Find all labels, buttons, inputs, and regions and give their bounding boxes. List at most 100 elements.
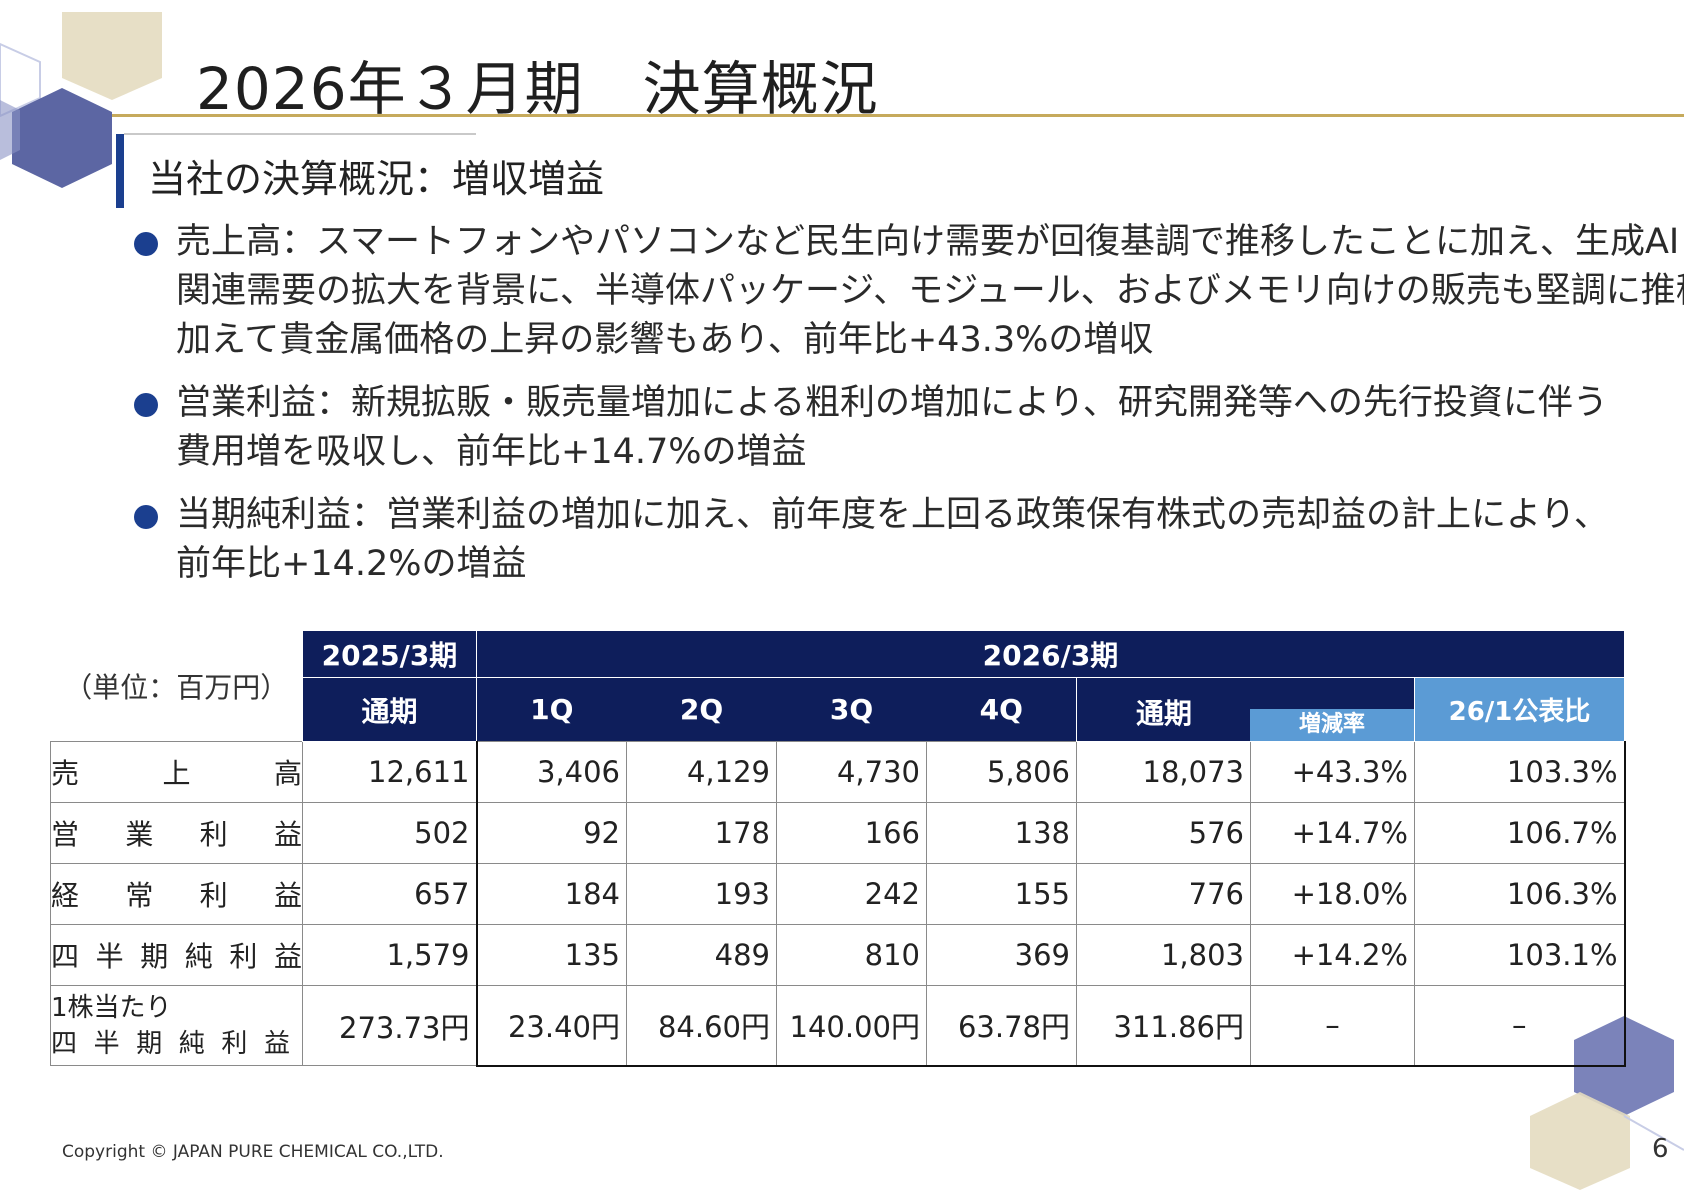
cell-q4: 155	[926, 863, 1077, 925]
cell-forecast: –	[1414, 985, 1626, 1067]
subtitle-accent-bar	[116, 134, 124, 208]
cell-q2: 193	[626, 863, 777, 925]
cell-full: 576	[1076, 802, 1251, 864]
header-q3: 3Q	[776, 677, 927, 742]
label-char: 益	[273, 879, 302, 912]
label-char: 上	[162, 757, 191, 790]
label-char: 期	[136, 1028, 163, 1059]
cell-rate: +14.7%	[1250, 802, 1415, 864]
label-char: 半	[95, 940, 124, 973]
row-label: 1株当たり 四 半 期 純 利 益	[50, 985, 303, 1066]
cell-q4: 63.78円	[926, 985, 1077, 1067]
label-char: 利	[199, 818, 228, 851]
header-q2: 2Q	[626, 677, 777, 742]
copyright-footer: Copyright © JAPAN PURE CHEMICAL CO.,LTD.	[62, 1142, 444, 1162]
cell-q2: 84.60円	[626, 985, 777, 1067]
bullet-line: 関連需要の拡大を背景に、半導体パッケージ、モジュール、およびメモリ向けの販売も堅…	[176, 271, 1684, 311]
header-curr-full-year: 通期 増減率	[1076, 677, 1415, 742]
cell-rate: +43.3%	[1250, 741, 1415, 803]
label-char: 高	[273, 757, 302, 790]
header-vs-forecast: 26/1公表比	[1414, 677, 1625, 742]
bullet-net-income: 当期純利益：営業利益の増加に加え、前年度を上回る政策保有株式の売却益の計上により…	[132, 491, 1652, 589]
label-char: 経	[51, 879, 80, 912]
header-curr-full-year-label: 通期	[1135, 697, 1192, 730]
table-row: 1株当たり 四 半 期 純 利 益 273.73円 23.40円 84.60円 …	[50, 985, 1626, 1067]
header-q1: 1Q	[476, 677, 627, 742]
label-char: 営	[51, 818, 80, 851]
label-char: 業	[125, 818, 154, 851]
cell-rate: –	[1250, 985, 1415, 1067]
unit-label: （単位：百万円）	[64, 670, 289, 704]
label-char: 半	[93, 1028, 120, 1059]
cell-q4: 369	[926, 924, 1077, 986]
cell-q4: 5,806	[926, 741, 1077, 803]
row-label: 経 常 利 益	[50, 863, 303, 925]
label-char: 四	[51, 1028, 78, 1059]
cell-rate: +18.0%	[1250, 863, 1415, 925]
cell-q1: 3,406	[475, 741, 627, 803]
label-char: 売	[51, 757, 80, 790]
cell-q2: 178	[626, 802, 777, 864]
summary-bullets: 売上高：スマートフォンやパソコンなど民生向け需要が回復基調で推移したことに加え、…	[132, 218, 1684, 603]
financial-summary-table: （単位：百万円） 2025/3期 2026/3期 通期 1Q 2Q 3Q 4Q …	[50, 630, 1626, 1067]
bullet-line: 営業利益：新規拡販・販売量増加による粗利の増加により、研究開発等への先行投資に伴…	[176, 383, 1608, 423]
page-title: 2026年３月期 決算概況	[196, 55, 879, 123]
cell-q1: 184	[475, 863, 627, 925]
table-row: 売 上 高 12,611 3,406 4,129 4,730 5,806 18,…	[50, 741, 1626, 803]
label-char: 四	[51, 940, 80, 973]
cell-q1: 135	[475, 924, 627, 986]
cell-full: 18,073	[1076, 741, 1251, 803]
row-label: 四 半 期 純 利 益	[50, 924, 303, 986]
label-char: 利	[221, 1028, 248, 1059]
cell-forecast: 106.7%	[1414, 802, 1626, 864]
label-char: 期	[140, 940, 169, 973]
bullet-dot-icon	[134, 393, 158, 417]
bullet-line: 加えて貴金属価格の上昇の影響もあり、前年比+43.3%の増収	[176, 320, 1154, 360]
cell-prev: 1,579	[302, 924, 477, 986]
subtitle-top-rule	[124, 133, 476, 135]
table-row: 四 半 期 純 利 益 1,579 135 489 810 369 1,803 …	[50, 924, 1626, 986]
header-prev-period: 2025/3期	[302, 630, 477, 678]
header-change-rate: 増減率	[1250, 709, 1414, 741]
section-subtitle: 当社の決算概況：増収増益	[148, 157, 605, 201]
cell-prev: 273.73円	[302, 985, 477, 1066]
row-label: 売 上 高	[50, 741, 303, 803]
table-row: 経 常 利 益 657 184 193 242 155 776 +18.0% 1…	[50, 863, 1626, 925]
label-char: 益	[273, 818, 302, 851]
label-char: 純	[178, 1028, 205, 1059]
cell-q4: 138	[926, 802, 1077, 864]
label-line1: 1株当たり	[51, 992, 172, 1023]
cell-prev: 657	[302, 863, 477, 925]
header-q4: 4Q	[926, 677, 1077, 742]
cell-q3: 166	[776, 802, 927, 864]
label-char: 常	[125, 879, 154, 912]
bullet-line: 当期純利益：営業利益の増加に加え、前年度を上回る政策保有株式の売却益の計上により…	[176, 495, 1609, 535]
label-char: 利	[199, 879, 228, 912]
bullet-operating-income: 営業利益：新規拡販・販売量増加による粗利の増加により、研究開発等への先行投資に伴…	[132, 379, 1652, 477]
bullet-dot-icon	[134, 232, 158, 256]
cell-full: 776	[1076, 863, 1251, 925]
header-curr-period: 2026/3期	[476, 630, 1625, 678]
page-number: 6	[1652, 1134, 1669, 1164]
cell-full: 311.86円	[1076, 985, 1251, 1067]
cell-forecast: 103.1%	[1414, 924, 1626, 986]
title-divider	[112, 114, 1684, 117]
bullet-sales: 売上高：スマートフォンやパソコンなど民生向け需要が回復基調で推移したことに加え、…	[132, 218, 1684, 365]
cell-q2: 489	[626, 924, 777, 986]
cell-q1: 92	[475, 802, 627, 864]
cell-q3: 242	[776, 863, 927, 925]
cell-prev: 12,611	[302, 741, 477, 803]
bullet-line: 費用増を吸収し、前年比+14.7%の増益	[176, 432, 807, 472]
cell-forecast: 106.3%	[1414, 863, 1626, 925]
label-char: 純	[184, 940, 213, 973]
row-label: 営 業 利 益	[50, 802, 303, 864]
bullet-dot-icon	[134, 505, 158, 529]
table-row: 営 業 利 益 502 92 178 166 138 576 +14.7% 10…	[50, 802, 1626, 864]
cell-q1: 23.40円	[475, 985, 627, 1067]
cell-rate: +14.2%	[1250, 924, 1415, 986]
cell-prev: 502	[302, 802, 477, 864]
header-prev-full-year: 通期	[302, 677, 477, 742]
cell-full: 1,803	[1076, 924, 1251, 986]
cell-q2: 4,129	[626, 741, 777, 803]
bullet-line: 前年比+14.2%の増益	[176, 544, 527, 584]
